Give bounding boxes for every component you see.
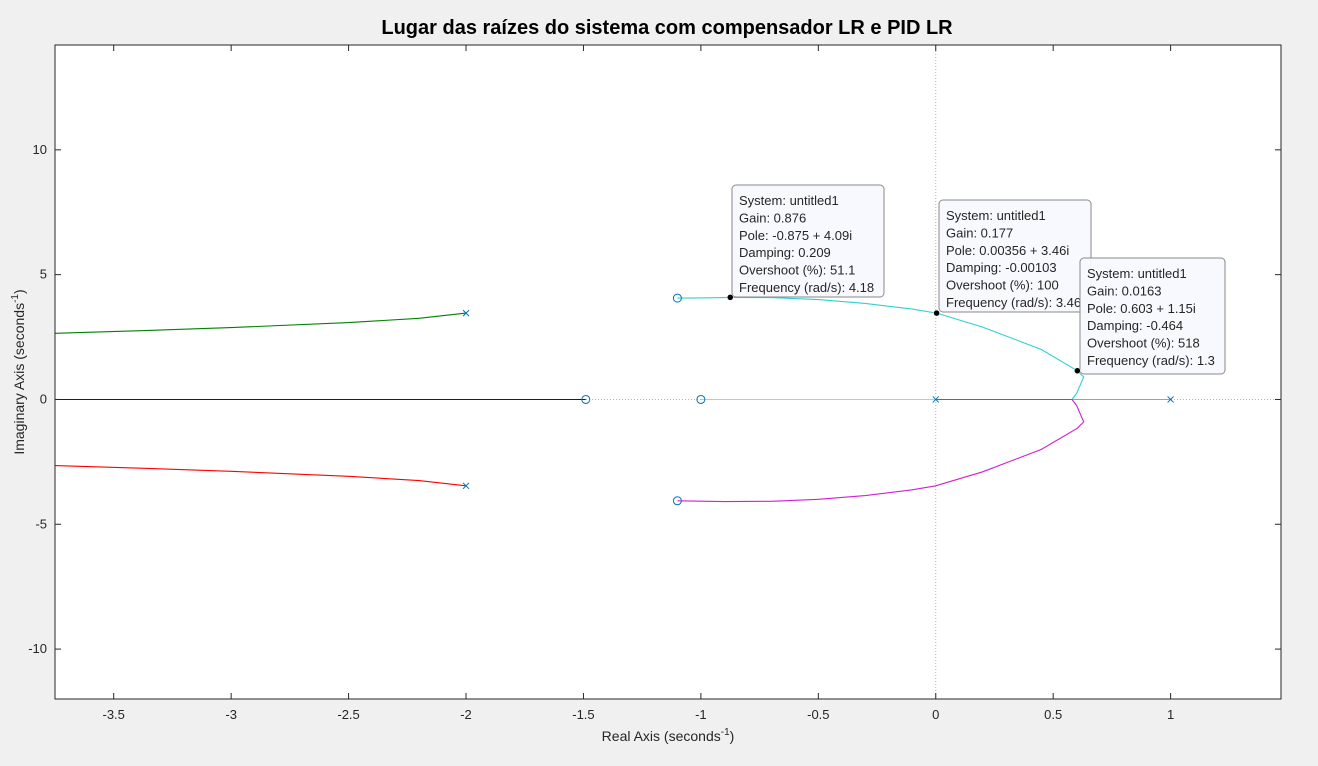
datatip-line: Gain: 0.876 <box>739 210 806 225</box>
pole-marker <box>932 396 940 403</box>
datatip-2[interactable]: System: untitled1 Gain: 0.177 Pole: 0.0035… <box>933 199 1092 317</box>
x-axis-label-sup: -1 <box>721 727 730 738</box>
locus-branch-6 <box>677 398 1085 503</box>
datatip-line: Gain: 0.177 <box>946 225 1013 240</box>
datatip-line: Damping: -0.00103 <box>946 260 1057 275</box>
datatip-line: Damping: -0.464 <box>1087 318 1183 333</box>
datatip-3[interactable]: System: untitled1 Gain: 0.0163 Pole: 0.603… <box>1074 257 1226 375</box>
x-tick-label: -0.5 <box>807 707 829 722</box>
zero-marker <box>696 394 706 404</box>
x-axis-label-close: ) <box>730 728 735 744</box>
y-axis-label-close: ) <box>11 289 27 294</box>
datatip-marker[interactable] <box>933 309 940 317</box>
x-axis-label: Real Axis (seconds-1) <box>602 727 735 744</box>
datatip-line: Pole: 0.00356 + 3.46i <box>946 243 1069 258</box>
y-tick-label: -10 <box>28 641 47 656</box>
axis-ticks: -3.5 -3 -2.5 -2 -1.5 -1 -0.5 0 0.5 1 -10 -5 0 5 10 <box>28 45 1281 722</box>
x-axis-label-text: Real Axis (seconds <box>602 728 721 744</box>
datatip-line: Damping: 0.209 <box>739 245 831 260</box>
x-tick-label: -3 <box>225 707 237 722</box>
locus-branch-4 <box>54 465 467 487</box>
x-tick-label: -2.5 <box>337 707 359 722</box>
datatip-line: Gain: 0.0163 <box>1087 283 1161 298</box>
pole-marker <box>462 309 470 317</box>
y-axis-label-sup: -1 <box>10 294 21 303</box>
datatip-line: Overshoot (%): 518 <box>1087 336 1200 351</box>
x-tick-label: 0 <box>932 707 939 722</box>
plot-frame <box>54 44 1282 700</box>
zero-marker <box>581 394 591 404</box>
x-tick-label: -1.5 <box>572 707 594 722</box>
y-tick-label: -5 <box>35 516 47 531</box>
x-tick-label: 1 <box>1167 707 1174 722</box>
datatip-line: System: untitled1 <box>1087 266 1187 281</box>
pole-zero-markers <box>462 293 1174 506</box>
datatip-marker[interactable] <box>1074 367 1081 375</box>
y-tick-label: 10 <box>33 142 47 157</box>
datatip-line: Pole: 0.603 + 1.15i <box>1087 301 1196 316</box>
pole-marker <box>1167 396 1174 403</box>
chart-title: Lugar das raízes do sistema com compensa… <box>381 17 953 39</box>
datatip-line: Overshoot (%): 51.1 <box>739 263 855 278</box>
datatip-box <box>731 184 885 298</box>
y-axis-label-text: Imaginary Axis (seconds <box>11 303 27 455</box>
x-tick-label: -2 <box>460 707 472 722</box>
datatip-line: System: untitled1 <box>946 208 1046 223</box>
datatip-1[interactable]: System: untitled1 Gain: 0.876 Pole: -0.875… <box>726 184 885 301</box>
datatip-line: Pole: -0.875 + 4.09i <box>739 228 852 243</box>
datatip-line: System: untitled1 <box>739 193 839 208</box>
x-tick-label: -3.5 <box>103 707 125 722</box>
datatip-box <box>938 199 1092 313</box>
datatip-line: Frequency (rad/s): 4.18 <box>739 280 874 295</box>
datatip-marker[interactable] <box>726 294 734 301</box>
x-tick-label: 0.5 <box>1044 707 1062 722</box>
data-tips: System: untitled1 Gain: 0.876 Pole: -0.875… <box>726 184 1226 375</box>
x-tick-label: -1 <box>695 707 707 722</box>
datatip-line: Frequency (rad/s): 1.3 <box>1087 353 1215 368</box>
datatip-line: Overshoot (%): 100 <box>946 278 1059 293</box>
zero-marker <box>672 293 682 303</box>
pole-marker <box>462 482 470 490</box>
locus-branch-3 <box>54 312 467 334</box>
y-tick-label: 5 <box>40 267 47 282</box>
datatip-line: Frequency (rad/s): 3.46 <box>946 295 1081 310</box>
zero-marker <box>672 496 682 506</box>
datatip-box <box>1079 257 1226 375</box>
y-axis-label: Imaginary Axis (seconds-1) <box>10 289 27 454</box>
y-tick-label: 0 <box>40 391 47 406</box>
